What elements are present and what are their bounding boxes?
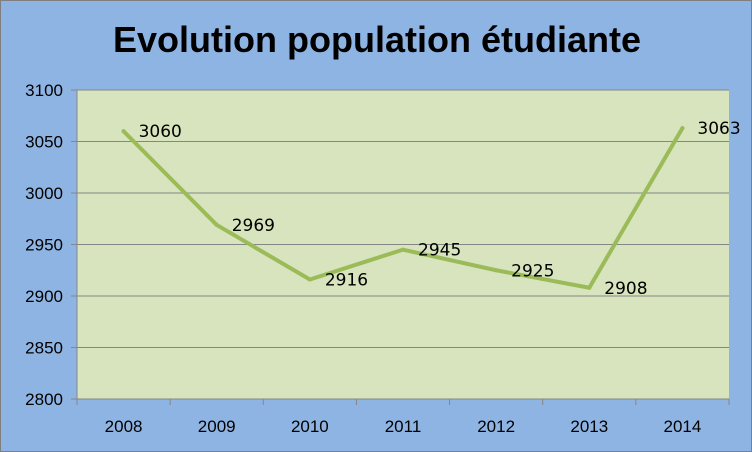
data-label: 3060 [139,122,182,142]
y-tick-label: 2900 [25,287,63,306]
data-label: 2969 [232,216,275,236]
data-label: 2945 [418,241,461,261]
x-tick-label: 2010 [291,417,329,436]
y-tick-label: 3050 [25,133,63,152]
data-label: 2916 [325,271,368,291]
data-point [680,126,685,131]
data-point [307,277,312,282]
data-point [401,247,405,252]
x-axis-tick-labels: 2008 2009 2010 2011 2012 2013 2014 [105,417,702,436]
x-tick-label: 2009 [198,417,236,436]
y-tick-label: 3100 [25,81,63,100]
y-axis-tick-labels: 2800 2850 2900 2950 3000 3050 3100 [25,81,63,409]
data-point [214,222,219,227]
x-tick-label: 2008 [105,417,143,436]
y-tick-label: 3000 [25,184,63,203]
data-point [121,129,126,134]
axes [76,90,730,405]
x-tick-label: 2014 [664,417,702,436]
y-tick-label: 2850 [25,339,63,358]
data-labels: 3060 2969 2916 2945 2925 2908 3063 [121,119,741,299]
x-tick-label: 2012 [477,417,515,436]
x-tick-label: 2013 [570,417,608,436]
y-tick-label: 2950 [25,236,63,255]
data-point [494,268,499,273]
chart-title: Evolution population étudiante [113,19,641,60]
data-point [587,285,592,290]
x-tick-label: 2011 [385,417,422,436]
data-label: 2925 [511,261,554,281]
data-label: 2908 [604,279,647,299]
data-label: 3063 [697,119,740,139]
y-tick-label: 2800 [25,390,63,409]
